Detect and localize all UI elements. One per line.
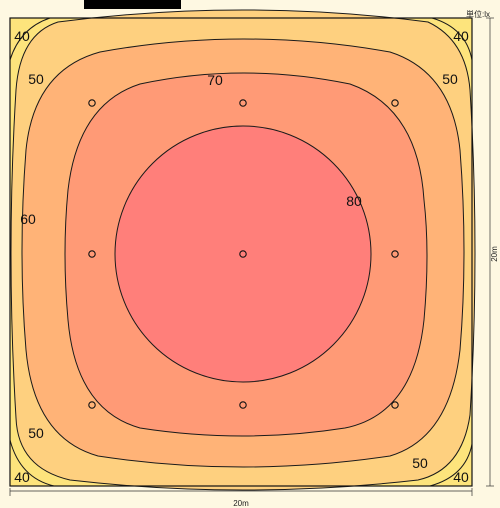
contour-label: 40 [14, 469, 30, 485]
luminaire-marker [239, 401, 247, 409]
luminaire-marker [88, 250, 96, 258]
dim-height-label: 20m [490, 246, 499, 262]
contour-label: 40 [453, 28, 469, 44]
luminaire-marker [88, 401, 96, 409]
contour-label: 60 [20, 211, 36, 227]
band-60-contour-line [21, 38, 465, 468]
contour-40-line-3 [429, 443, 473, 487]
luminaire-marker [391, 250, 399, 258]
luminaire-marker [88, 99, 96, 107]
band-70-contour-line [64, 72, 428, 437]
contour-label: 50 [412, 455, 428, 471]
luminaire-marker [391, 401, 399, 409]
contour-40-line-0 [9, 17, 51, 61]
contour-label: 50 [28, 425, 44, 441]
contour-label: 50 [442, 71, 458, 87]
redacted-title-bar [84, 0, 181, 9]
contour-label: 40 [453, 469, 469, 485]
contour-40-line-1 [431, 17, 473, 61]
contour-label: 40 [14, 28, 30, 44]
band-50-contour-line [10, 9, 476, 491]
contour-label: 70 [207, 72, 223, 88]
band-80-contour-line [114, 125, 372, 383]
contour-40-line-2 [9, 439, 55, 487]
contour-label: 50 [28, 71, 44, 87]
contour-label: 80 [346, 193, 362, 209]
dim-width-label: 20m [233, 499, 249, 508]
luminaire-marker [239, 99, 247, 107]
luminaire-marker [391, 99, 399, 107]
luminaire-marker [239, 250, 247, 258]
room-outline [9, 17, 473, 487]
unit-label: 単位:lx [466, 10, 490, 19]
band-80 [115, 126, 371, 382]
